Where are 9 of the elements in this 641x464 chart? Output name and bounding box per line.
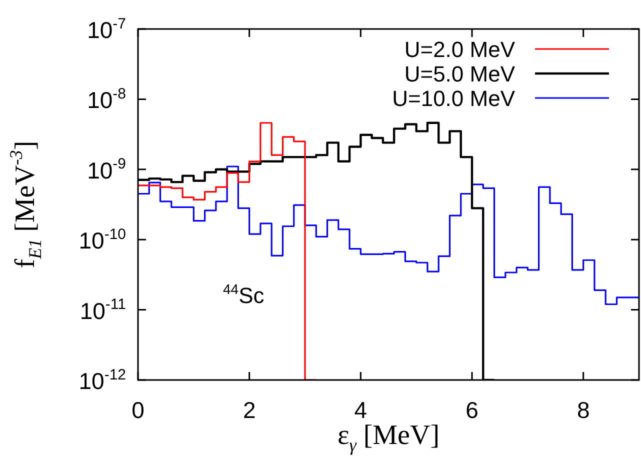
legend-label: U=2.0 MeV <box>404 37 516 62</box>
x-tick-label: 0 <box>132 397 144 423</box>
x-tick-label: 2 <box>242 397 256 423</box>
x-tick-label: 8 <box>576 397 590 423</box>
legend-label: U=5.0 MeV <box>404 62 516 86</box>
y-axis-title: fE1 [MeV-3] <box>6 140 45 268</box>
x-tick-label: 4 <box>354 397 368 423</box>
legend-label: U=10.0 MeV <box>392 86 516 111</box>
x-tick-label: 6 <box>466 397 478 423</box>
